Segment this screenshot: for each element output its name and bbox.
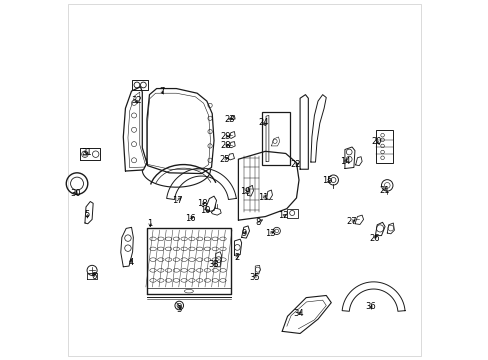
Text: 31: 31 bbox=[81, 148, 92, 157]
Text: 27: 27 bbox=[346, 217, 357, 226]
Text: 4: 4 bbox=[128, 258, 133, 267]
Text: 9: 9 bbox=[241, 229, 246, 238]
Bar bbox=[262, 112, 290, 165]
Text: 7: 7 bbox=[159, 86, 164, 95]
Text: 19: 19 bbox=[240, 187, 250, 196]
Text: 17: 17 bbox=[171, 196, 182, 205]
Text: 23: 23 bbox=[224, 115, 234, 124]
Text: 24: 24 bbox=[257, 118, 268, 127]
Text: 34: 34 bbox=[293, 309, 304, 318]
Text: 6: 6 bbox=[91, 271, 96, 280]
Text: 15: 15 bbox=[321, 176, 331, 185]
Text: 30: 30 bbox=[70, 189, 81, 198]
Bar bbox=[286, 209, 297, 218]
Text: 11: 11 bbox=[257, 193, 268, 202]
Text: 35: 35 bbox=[249, 273, 259, 282]
Text: 16: 16 bbox=[184, 214, 195, 223]
Text: 12: 12 bbox=[277, 211, 288, 220]
Text: 2: 2 bbox=[234, 253, 240, 262]
Text: 28: 28 bbox=[220, 141, 231, 150]
Text: 33: 33 bbox=[207, 260, 218, 269]
Text: 8: 8 bbox=[255, 218, 260, 227]
Text: 18: 18 bbox=[197, 199, 207, 208]
Text: 5: 5 bbox=[84, 210, 90, 219]
Text: 25: 25 bbox=[219, 155, 229, 164]
Text: 20: 20 bbox=[370, 137, 381, 146]
Text: 21: 21 bbox=[379, 185, 389, 194]
Text: 1: 1 bbox=[147, 219, 152, 228]
Text: 22: 22 bbox=[290, 161, 301, 170]
Bar bbox=[376, 130, 392, 163]
Text: 14: 14 bbox=[340, 157, 350, 166]
Text: 13: 13 bbox=[264, 229, 275, 238]
Text: 36: 36 bbox=[365, 302, 375, 311]
Text: 29: 29 bbox=[220, 132, 231, 141]
Text: 32: 32 bbox=[131, 96, 141, 105]
Text: 3: 3 bbox=[176, 305, 182, 314]
Text: 26: 26 bbox=[368, 234, 379, 243]
Text: 10: 10 bbox=[200, 206, 211, 215]
